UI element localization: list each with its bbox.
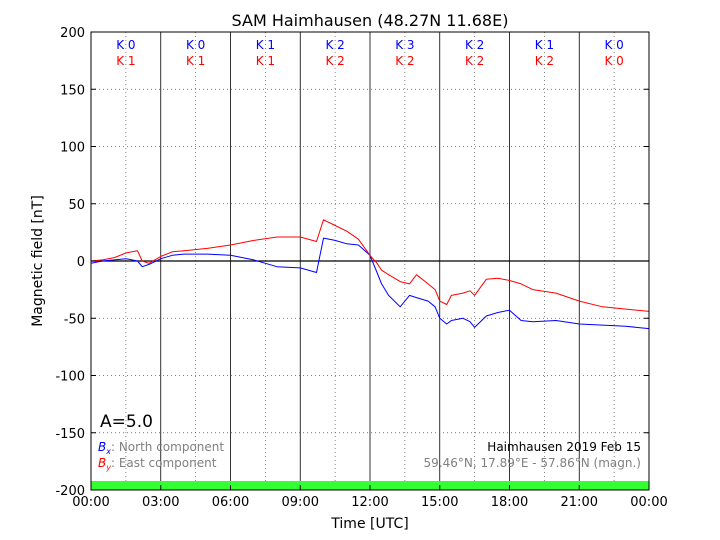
y-axis-label: Magnetic field [nT] [30,195,46,327]
k-index-y: K 2 [535,54,554,68]
legend-by-symbol: B [98,456,106,470]
k-index-x: K 2 [465,38,484,52]
grid [91,32,649,490]
legend-by-label: : East component [111,456,217,470]
y-tick-label: -200 [55,484,85,499]
series-line-bx [90,237,650,330]
x-tick-label: 18:00 [491,495,528,510]
k-index-x: K 1 [256,38,275,52]
legend-by-sub: y [105,463,111,472]
k-index-y: K 0 [604,54,623,68]
k-index-x: K 0 [604,38,623,52]
x-tick-label: 12:00 [351,495,388,510]
x-tick-label: 00:00 [72,495,109,510]
k-index-y: K 2 [465,54,484,68]
legend-bx: Bx: North component [98,440,224,456]
x-tick-label: 21:00 [561,495,598,510]
y-tick-label: -150 [55,427,85,442]
series-group [90,219,650,330]
k-index-x: K 1 [535,38,554,52]
k-index-x: K 2 [325,38,344,52]
x-axis-label: Time [UTC] [330,516,408,532]
y-tick-label: -100 [55,370,85,385]
x-tick-label: 06:00 [212,495,249,510]
x-tick-label: 15:00 [421,495,458,510]
k-index-x: K 3 [395,38,414,52]
k-index-x: K 0 [116,38,135,52]
k-index-y: K 2 [325,54,344,68]
y-tick-label: -50 [64,312,85,327]
y-tick-label: 50 [68,198,85,213]
k-index-y: K 1 [256,54,275,68]
legend-bx-label: : North component [111,440,224,454]
chart-title: SAM Haimhausen (48.27N 11.68E) [232,11,509,30]
k-index-group: K 0 K 0 K 1 K 2 K 3 K 2 K 1 K 0 K 1 K 1 K 1 K 2 K 2 K… [116,38,624,68]
legend-by: By: East component [98,456,217,472]
y-tick-label: 100 [60,141,85,156]
legend-bx-sub: x [105,447,111,456]
k-index-y: K 1 [116,54,135,68]
legend-bx-symbol: B [98,440,106,454]
k-index-y: K 1 [186,54,205,68]
y-tick-label: 200 [60,26,85,41]
series-line-by [90,219,650,312]
y-tick-label: 150 [60,83,85,98]
x-tick-label: 09:00 [282,495,319,510]
station-note: Haimhausen 2019 Feb 15 [487,440,641,454]
x-tick-label: 03:00 [142,495,179,510]
k-index-y: K 2 [395,54,414,68]
legend: Bx: North component By: East component [98,440,224,472]
k-index-x: K 0 [186,38,205,52]
axis-ticks: 00:00 03:00 06:00 09:00 12:00 15:00 18:00 21:00… [55,26,667,510]
coordinates-note: 59.46°N, 17.89°E - 57.86°N (magn.) [424,456,641,470]
a-index-label: A=5.0 [100,412,153,432]
y-tick-label: 0 [77,255,85,270]
x-tick-label: 00:00 [630,495,667,510]
